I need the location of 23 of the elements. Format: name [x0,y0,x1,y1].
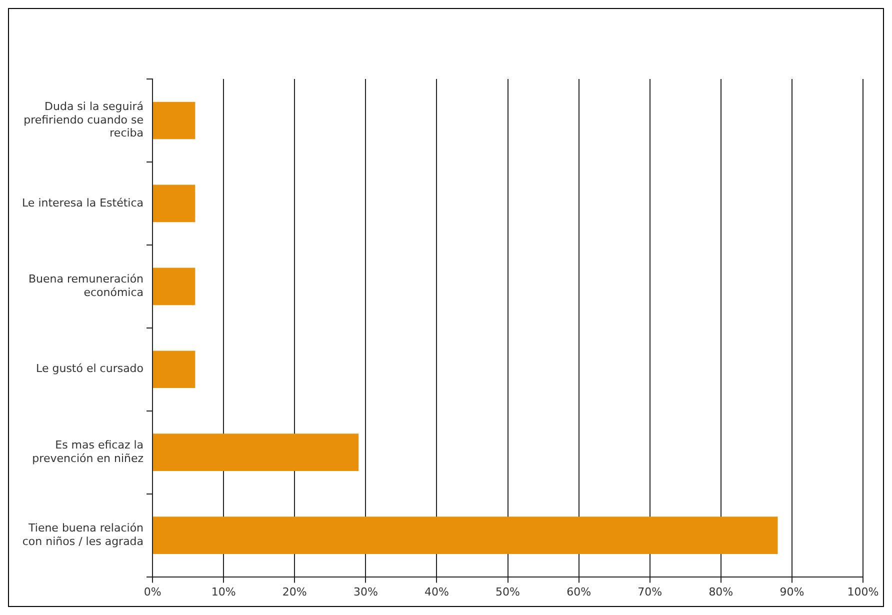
y-tick-label: Le gustó el cursado [36,362,144,376]
bar [153,350,196,388]
y-tick-label: Es mas eficaz la prevención en niñez [32,438,144,465]
bar [153,184,196,222]
y-tick-label: Duda si la seguirá prefiriendo cuando se reciba [24,100,144,140]
bar [153,268,196,306]
y-tick-label: Le interesa la Estética [22,196,144,210]
x-tick-label: 10% [211,585,236,598]
bar [153,434,359,472]
x-tick-label: 0% [144,585,162,598]
y-tick-label: Buena remuneración económica [28,272,144,299]
x-tick-label: 20% [282,585,307,598]
x-tick-label: 70% [638,585,662,598]
x-tick-label: 50% [496,585,520,598]
x-tick-label: 40% [424,585,449,598]
bar [153,516,778,554]
y-tick-label: Tiene buena relación con niños / les agrada [22,522,144,548]
bar [153,102,196,140]
x-tick-label: 60% [566,585,592,598]
x-tick-label: 30% [353,585,378,598]
x-tick-label: 90% [780,585,804,598]
x-tick-label: 100% [847,585,879,598]
x-tick-label: 80% [708,585,734,598]
